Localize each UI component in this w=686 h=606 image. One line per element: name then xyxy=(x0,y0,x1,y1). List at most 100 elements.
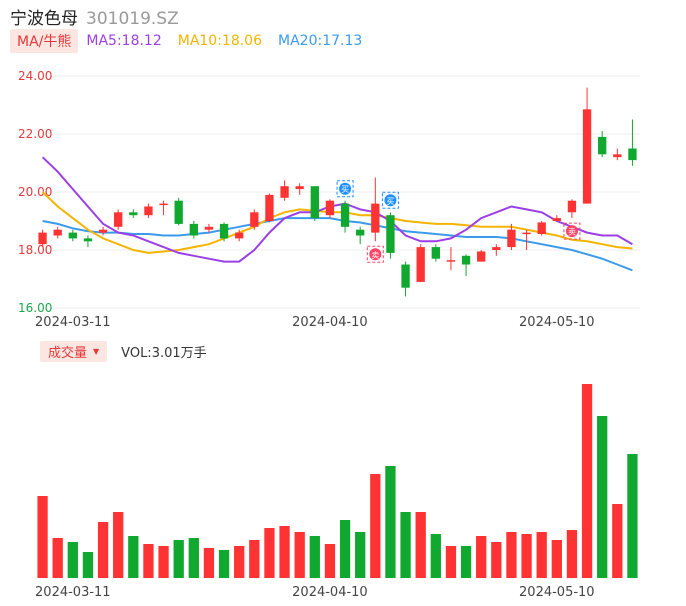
candle-body xyxy=(189,223,198,236)
candle xyxy=(401,261,410,297)
volume-bar xyxy=(551,540,562,578)
candle xyxy=(83,235,93,248)
volume-bar xyxy=(536,532,547,578)
candle xyxy=(174,197,183,226)
candle-body xyxy=(129,212,138,216)
volume-legend: 成交量 ▼ VOL:3.01万手 xyxy=(40,340,207,362)
candle xyxy=(598,131,607,158)
candle-body xyxy=(567,200,577,213)
volume-bar xyxy=(188,538,199,578)
signal-frame xyxy=(563,222,581,240)
candle-body xyxy=(159,203,168,206)
candle-body xyxy=(522,232,531,235)
ma10-line xyxy=(41,191,633,254)
candle xyxy=(114,209,123,230)
signal-frame xyxy=(366,245,384,263)
candle xyxy=(522,229,531,250)
candle-body xyxy=(401,264,410,288)
volume-bar xyxy=(385,466,396,578)
volume-bar xyxy=(627,454,638,578)
volume-bar xyxy=(67,542,78,578)
candle xyxy=(340,200,350,233)
signal-glyph: 买 xyxy=(386,197,394,206)
volume-bar xyxy=(597,416,608,578)
volume-bar xyxy=(52,538,63,578)
candle xyxy=(582,87,592,204)
candle xyxy=(431,244,440,262)
candle-body xyxy=(598,136,607,155)
volume-bar xyxy=(566,530,578,578)
volume-bar xyxy=(113,512,124,578)
candle xyxy=(98,226,108,236)
volume-bar xyxy=(400,512,411,578)
candle-body xyxy=(250,212,259,227)
candle xyxy=(265,193,274,223)
candle xyxy=(189,221,198,239)
volume-bar xyxy=(203,548,215,578)
volume-bar xyxy=(581,384,593,578)
signal-dot xyxy=(384,194,397,207)
candle-body xyxy=(98,229,108,233)
signal-glyph: 卖 xyxy=(568,228,576,237)
volume-bar xyxy=(370,474,381,578)
price-tick-label: 16.00 xyxy=(18,301,52,315)
volume-bar xyxy=(521,534,532,578)
sell-signal-icon: 卖 xyxy=(366,245,384,263)
candle xyxy=(552,215,561,221)
ma-selector-button[interactable]: MA/牛熊 xyxy=(10,29,79,53)
volume-bar xyxy=(128,536,139,578)
candle xyxy=(295,183,304,195)
date-tick-label: 2024-04-10 xyxy=(292,315,368,330)
volume-bar xyxy=(309,536,320,578)
candle xyxy=(371,177,380,242)
volume-bar xyxy=(97,522,109,578)
volume-bar xyxy=(476,536,487,578)
candle xyxy=(507,223,516,250)
volume-bar xyxy=(445,546,457,578)
volume-bar xyxy=(491,542,502,578)
candle-body xyxy=(235,232,244,239)
candle xyxy=(446,247,456,271)
price-tick-label: 24.00 xyxy=(18,69,52,83)
volume-bar xyxy=(294,532,305,578)
volume-bar xyxy=(82,552,94,578)
date-axis: 2024-03-11 2024-03-11 2024-04-10 2024-04-10… xyxy=(35,315,595,600)
candle-body xyxy=(174,200,183,224)
candle xyxy=(461,254,471,277)
moving-average-lines xyxy=(41,156,633,272)
candle-body xyxy=(356,229,365,236)
volume-bar xyxy=(218,550,230,578)
candle-body xyxy=(219,223,229,239)
candle-body xyxy=(265,194,274,221)
candle xyxy=(492,244,501,256)
signal-frame xyxy=(336,180,354,198)
candle xyxy=(356,226,365,245)
volume-selector-button[interactable]: 成交量 ▼ xyxy=(40,340,108,362)
candle-body xyxy=(461,255,471,265)
price-tick-label: 22.00 xyxy=(18,127,52,141)
candle xyxy=(250,209,259,230)
volume-series xyxy=(37,384,638,578)
candle xyxy=(159,200,168,216)
volume-value-label: VOL:3.01万手 xyxy=(121,345,207,361)
signal-dot xyxy=(565,225,578,238)
date-tick-label: 2024-03-11 xyxy=(35,315,111,330)
candle-body xyxy=(492,247,501,250)
candle-body xyxy=(386,215,395,253)
candle-body xyxy=(325,200,335,216)
candle xyxy=(219,222,229,242)
volume-bar xyxy=(506,532,517,578)
candle-body xyxy=(340,203,350,227)
date-tick-label: 2024-03-11 xyxy=(35,585,111,600)
signal-glyph: 卖 xyxy=(371,251,379,260)
date-tick-label: 2024-04-10 xyxy=(292,585,368,600)
volume-bar xyxy=(249,540,260,578)
buy-signal-icon: 买 xyxy=(336,180,354,198)
volume-bar xyxy=(37,496,48,578)
candle xyxy=(613,148,622,161)
caret-down-icon: ▼ xyxy=(93,346,100,356)
candle-body xyxy=(53,229,62,236)
volume-bar xyxy=(279,526,290,578)
